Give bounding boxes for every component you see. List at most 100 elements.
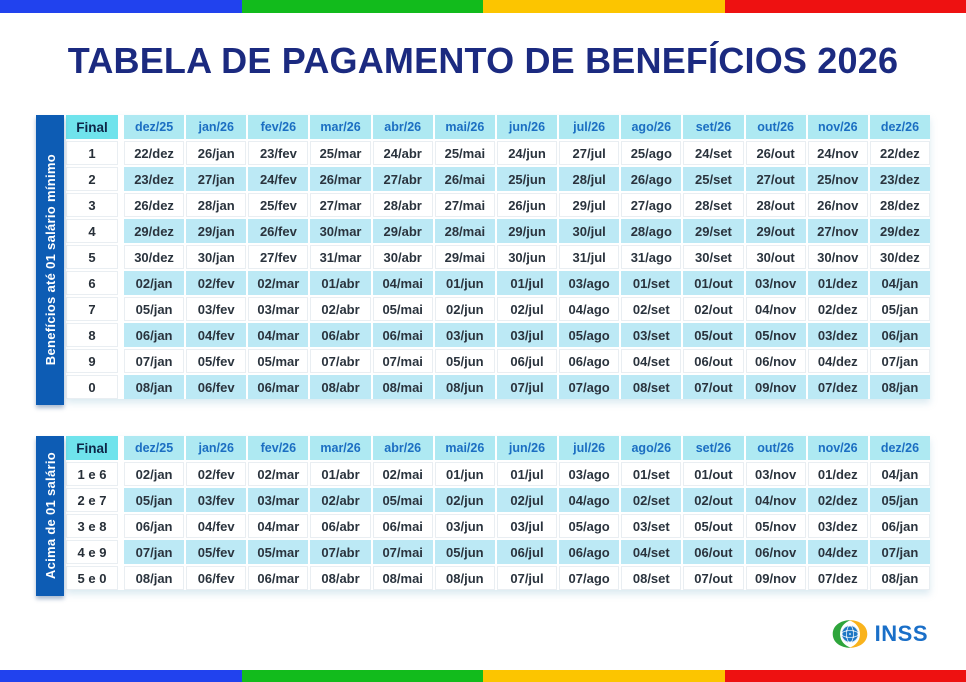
payment-date-cell: 05/jan [869,297,930,321]
payment-date-cell: 04/mar [248,323,309,347]
payment-date-cell: 01/abr [310,462,371,486]
payment-date-cell: 07/out [683,375,744,399]
payment-date-cell: 02/abr [310,488,371,512]
row-final-label: 4 [66,219,118,243]
payment-date-cell: 30/mar [310,219,371,243]
row-final-label: 2 [66,167,118,191]
row-final-label: 3 [66,193,118,217]
payment-date-cell: 03/dez [807,323,868,347]
payment-date-cell: 02/jul [496,297,558,321]
payment-date-cell: 06/ago [559,540,620,564]
month-header-cell: jun/26 [496,436,558,460]
payment-date-cell: 05/mai [372,297,433,321]
payment-date-cell: 08/mai [372,566,433,590]
month-header-cell: set/26 [683,436,744,460]
month-header-cell: nov/26 [807,115,868,139]
payment-date-cell: 08/abr [310,375,371,399]
row-final-label: 7 [66,297,118,321]
inss-logo-text: INSS [874,621,928,646]
row-final-label: 0 [66,375,118,399]
payment-date-cell: 04/ago [559,488,620,512]
payment-date-cell: 30/dez [124,245,185,269]
payment-date-cell: 08/set [621,566,682,590]
payment-table-above-minimum: Final dez/25 jan/26 fev/26 mar/26 abr/26 mai/2… [66,436,930,590]
payment-date-cell: 07/abr [310,540,371,564]
payment-date-cell: 28/set [683,193,744,217]
payment-table-minimum-wage: Final dez/25 jan/26 fev/26 mar/26 abr/26 mai/2… [66,115,930,399]
payment-date-cell: 04/fev [186,514,247,538]
payment-date-cell: 01/dez [807,271,868,295]
payment-date-cell: 08/mai [372,375,433,399]
payment-date-cell: 30/out [745,245,806,269]
payment-date-cell: 28/jul [559,167,620,191]
side-label-bar: Benefícios até 01 salário mínimo [36,115,64,405]
payment-date-cell: 04/mar [248,514,309,538]
payment-date-cell: 23/fev [248,141,309,165]
payment-date-cell: 25/ago [621,141,682,165]
payment-date-cell: 22/dez [869,141,930,165]
payment-date-cell: 01/jul [496,462,558,486]
month-header-cell: jul/26 [559,115,620,139]
payment-date-cell: 26/mai [434,167,495,191]
payment-date-cell: 24/fev [248,167,309,191]
month-header-cell: abr/26 [372,115,433,139]
brand-bar-segment [483,0,725,13]
brand-color-bar-bottom [0,670,966,682]
payment-date-cell: 27/ago [621,193,682,217]
payment-date-cell: 02/fev [186,271,247,295]
payment-date-cell: 05/jan [124,488,185,512]
payment-date-cell: 07/mai [372,349,433,373]
payment-date-cell: 28/ago [621,219,682,243]
payment-date-cell: 05/nov [745,323,806,347]
payment-date-cell: 07/jul [496,566,558,590]
payment-date-cell: 07/out [683,566,744,590]
month-header-cell: ago/26 [621,436,682,460]
payment-date-cell: 06/jan [869,323,930,347]
table-side-label: Acima de 01 salário [42,452,58,580]
month-header-cell: jan/26 [186,115,247,139]
payment-date-cell: 03/dez [807,514,868,538]
payment-date-cell: 03/mar [248,297,309,321]
payment-date-cell: 30/jul [559,219,620,243]
payment-date-cell: 01/dez [807,462,868,486]
payment-date-cell: 29/dez [869,219,930,243]
payment-date-cell: 02/dez [807,297,868,321]
payment-date-cell: 09/nov [745,566,806,590]
payment-date-cell: 06/jul [496,540,558,564]
payment-date-cell: 30/set [683,245,744,269]
payment-date-cell: 02/mar [248,462,309,486]
payment-date-cell: 26/jan [186,141,247,165]
payment-date-cell: 06/abr [310,514,371,538]
payment-date-cell: 05/nov [745,514,806,538]
row-final-label: 5 e 0 [66,566,118,590]
page-title: TABELA DE PAGAMENTO DE BENEFÍCIOS 2026 [67,40,899,81]
payment-date-cell: 08/abr [310,566,371,590]
payment-date-cell: 29/jul [559,193,620,217]
payment-date-cell: 04/nov [745,488,806,512]
payment-date-cell: 26/mar [310,167,371,191]
payment-date-cell: 04/dez [807,540,868,564]
payment-date-cell: 03/fev [186,297,247,321]
payment-date-cell: 25/mai [434,141,495,165]
payment-date-cell: 06/out [683,349,744,373]
brand-bar-segment [241,670,483,682]
month-header-cell: dez/25 [124,115,185,139]
table-acima-de-1-salario: Acima de 01 salário Final dez/25 jan/26 fev… [36,436,930,596]
payment-date-cell: 25/fev [248,193,309,217]
payment-date-cell: 05/jun [434,540,495,564]
month-header-cell: fev/26 [248,115,309,139]
payment-date-cell: 30/jun [496,245,558,269]
payment-date-cell: 27/out [745,167,806,191]
payment-date-cell: 01/out [683,462,744,486]
row-final-label: 1 [66,141,118,165]
payment-date-cell: 24/set [683,141,744,165]
payment-date-cell: 05/fev [186,540,247,564]
payment-date-cell: 04/ago [559,297,620,321]
month-header-cell: jan/26 [186,436,247,460]
month-header-cell: dez/25 [124,436,185,460]
payment-date-cell: 26/out [745,141,806,165]
payment-date-cell: 03/mar [248,488,309,512]
table-side-label: Benefícios até 01 salário mínimo [42,154,58,366]
month-header-cell: out/26 [745,436,806,460]
final-header-cell: Final [66,436,118,460]
